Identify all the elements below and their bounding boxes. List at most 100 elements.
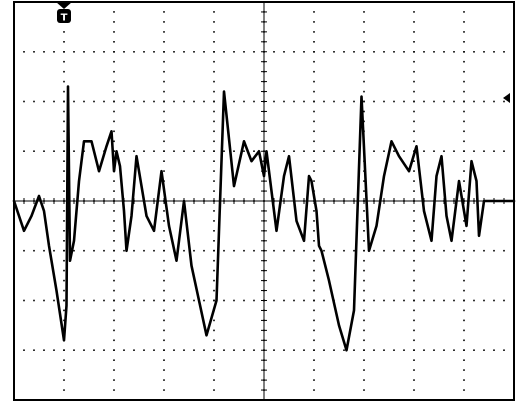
- grid-dot: [373, 349, 375, 351]
- grid-dot: [363, 299, 365, 302]
- grid-dot: [363, 279, 365, 282]
- grid-dot: [413, 170, 415, 172]
- grid-dot: [493, 51, 495, 53]
- grid-dot: [33, 51, 35, 53]
- grid-dot: [473, 100, 475, 103]
- grid-dot: [473, 150, 475, 152]
- grid-dot: [123, 299, 125, 302]
- grid-dot: [463, 339, 465, 342]
- grid-dot: [163, 289, 165, 292]
- grid-dot: [403, 299, 405, 302]
- grid-dot: [303, 100, 305, 103]
- grid-dot: [53, 349, 55, 351]
- grid-dot: [213, 130, 215, 133]
- grid-dot: [243, 150, 245, 152]
- grid-dot: [413, 389, 415, 391]
- grid-dot: [163, 299, 165, 302]
- grid-dot: [313, 289, 315, 292]
- grid-dot: [363, 100, 365, 103]
- grid-dot: [163, 11, 165, 13]
- grid-dot: [413, 51, 415, 53]
- grid-dot: [153, 150, 155, 152]
- grid-dot: [183, 51, 185, 53]
- grid-dot: [293, 150, 295, 152]
- grid-dot: [63, 279, 65, 282]
- grid-dot: [293, 100, 295, 103]
- grid-dot: [313, 339, 315, 342]
- grid-dot: [363, 210, 365, 212]
- grid-dot: [413, 220, 415, 222]
- grid-dot: [243, 100, 245, 103]
- grid-dot: [413, 339, 415, 342]
- grid-dot: [413, 299, 415, 302]
- grid-dot: [363, 80, 365, 83]
- grid-dot: [63, 220, 65, 222]
- grid-dot: [163, 140, 165, 143]
- grid-dot: [103, 100, 105, 103]
- grid-dot: [343, 249, 345, 252]
- grid-dot: [463, 180, 465, 182]
- grid-dot: [133, 299, 135, 302]
- grid-dot: [203, 150, 205, 152]
- grid-dot: [383, 150, 385, 152]
- grid-dot: [313, 100, 315, 103]
- grid-dot: [503, 249, 505, 252]
- grid-dot: [363, 249, 365, 252]
- grid-dot: [113, 369, 115, 371]
- grid-dot: [313, 21, 315, 23]
- grid-dot: [113, 309, 115, 312]
- grid-dot: [273, 150, 275, 152]
- grid-dot: [213, 60, 215, 63]
- grid-dot: [493, 100, 495, 103]
- grid-dot: [163, 389, 165, 391]
- grid-dot: [313, 319, 315, 322]
- grid-dot: [213, 110, 215, 113]
- grid-dot: [413, 70, 415, 73]
- grid-dot: [313, 210, 315, 212]
- grid-dot: [473, 349, 475, 351]
- grid-dot: [393, 249, 395, 252]
- grid-dot: [413, 230, 415, 232]
- grid-dot: [313, 150, 315, 152]
- grid-dot: [413, 240, 415, 242]
- grid-dot: [363, 329, 365, 332]
- grid-dot: [313, 31, 315, 33]
- grid-dot: [63, 31, 65, 33]
- grid-dot: [363, 90, 365, 93]
- grid-dot: [213, 21, 215, 23]
- grid-dot: [453, 299, 455, 302]
- grid-dot: [413, 259, 415, 262]
- grid-dot: [483, 249, 485, 252]
- grid-dot: [293, 249, 295, 252]
- grid-dot: [163, 329, 165, 332]
- grid-dot: [53, 51, 55, 53]
- trigger-position-icon: [56, 2, 72, 9]
- grid-dot: [93, 299, 95, 302]
- grid-dot: [493, 299, 495, 302]
- grid-dot: [303, 51, 305, 53]
- grid-dot: [163, 31, 165, 33]
- grid-dot: [353, 150, 355, 152]
- grid-dot: [413, 41, 415, 43]
- grid-dot: [63, 249, 65, 252]
- grid-dot: [213, 120, 215, 123]
- grid-dot: [363, 31, 365, 33]
- grid-dot: [113, 140, 115, 143]
- grid-dot: [63, 190, 65, 192]
- grid-dot: [213, 369, 215, 371]
- grid-dot: [203, 249, 205, 252]
- grid-dot: [113, 70, 115, 73]
- grid-dot: [163, 369, 165, 371]
- grid-dot: [53, 299, 55, 302]
- grid-dot: [103, 51, 105, 53]
- grid-dot: [143, 150, 145, 152]
- grid-dot: [313, 379, 315, 381]
- grid-dot: [163, 51, 165, 53]
- grid-dot: [63, 259, 65, 262]
- grid-dot: [403, 249, 405, 252]
- grid-dot: [173, 349, 175, 351]
- grid-dot: [333, 100, 335, 103]
- grid-dot: [213, 359, 215, 361]
- grid-dot: [103, 249, 105, 252]
- grid-dot: [393, 100, 395, 103]
